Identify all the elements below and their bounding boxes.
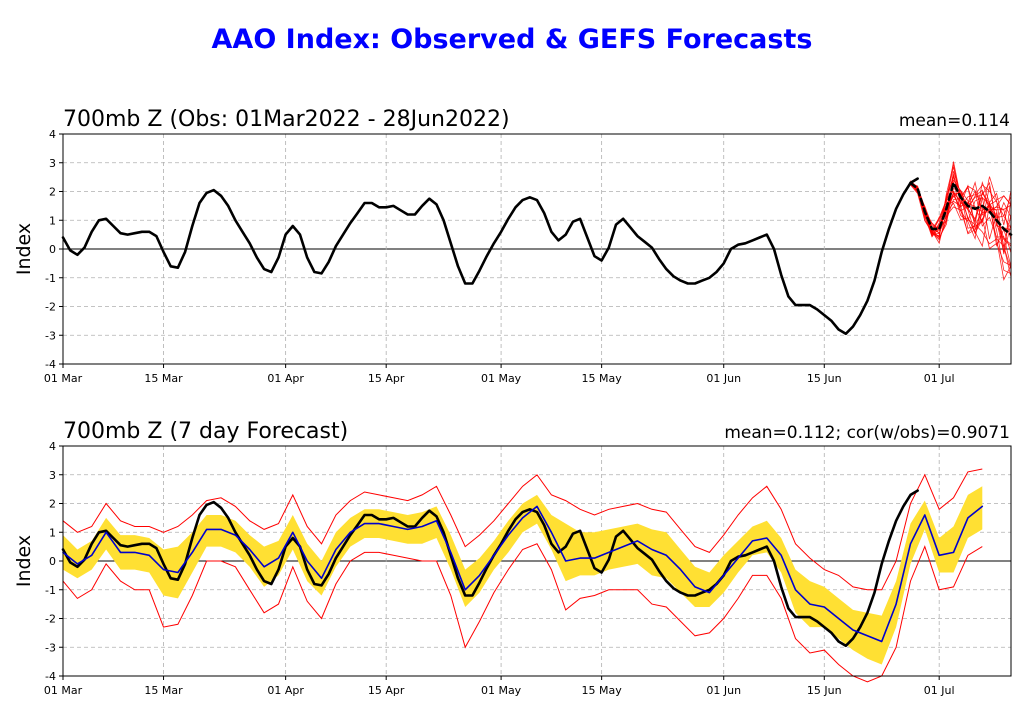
ensemble-spread-band	[63, 486, 983, 665]
plot-frame-observed	[62, 133, 1012, 365]
y-tick-label: 4	[49, 128, 56, 141]
ensemble-max-line	[62, 468, 983, 591]
y-tick-label: 0	[49, 243, 56, 256]
x-tick-label: 01 Apr	[267, 684, 304, 697]
range-lines-forecast	[62, 468, 983, 683]
observed-panel: 700mb Z (Obs: 01Mar2022 - 28Jun2022) mea…	[13, 107, 1013, 385]
series-lines-observed	[61, 177, 1013, 336]
x-tick-label: 01 Jun	[706, 684, 741, 697]
x-tick-label: 01 May	[481, 372, 522, 385]
panel-title-forecast: 700mb Z (7 day Forecast)	[63, 419, 348, 444]
y-tick-label: 1	[49, 214, 56, 227]
panel-mean-forecast: mean=0.112; cor(w/obs)=0.9071	[724, 423, 1010, 443]
y-tick-label: -2	[45, 301, 56, 314]
forecast-panel: 700mb Z (7 day Forecast) mean=0.112; cor…	[13, 419, 1012, 697]
y-tick-label: 3	[49, 469, 56, 482]
x-tick-label: 15 Apr	[368, 372, 405, 385]
y-tick-label: -3	[45, 329, 56, 342]
panel-title-observed: 700mb Z (Obs: 01Mar2022 - 28Jun2022)	[63, 107, 510, 132]
plot-frame-forecast	[62, 445, 1012, 677]
x-tick-label: 01 Mar	[44, 372, 83, 385]
tick-labels-observed: -4 -3 -2 -1 0 1 2 3 4 01 Mar 15 Mar 01 Apr 15 Apr 01 …	[44, 128, 955, 385]
ensemble-mean-dashed-line	[909, 181, 1013, 236]
x-tick-label: 15 Mar	[144, 372, 183, 385]
y-tick-label: 2	[49, 186, 56, 199]
y-tick-label: 4	[49, 440, 56, 453]
x-tick-label: 15 Apr	[368, 684, 405, 697]
x-tick-label: 01 Apr	[267, 372, 304, 385]
observed-line-forecast	[61, 489, 919, 648]
y-tick-label: -1	[45, 272, 56, 285]
y-tick-label: 0	[49, 555, 56, 568]
series-lines-forecast	[61, 489, 984, 648]
y-tick-label: 1	[49, 526, 56, 539]
y-tick-label: -1	[45, 584, 56, 597]
ensemble-member-line	[910, 181, 1012, 238]
panel-mean-observed: mean=0.114	[899, 111, 1010, 131]
x-tick-label: 15 May	[582, 684, 623, 697]
x-tick-label: 15 Jun	[807, 372, 842, 385]
x-tick-label: 01 Jul	[924, 684, 955, 697]
y-tick-label: 3	[49, 157, 56, 170]
x-tick-label: 01 Jul	[924, 372, 955, 385]
x-tick-label: 01 May	[481, 684, 522, 697]
y-tick-label: -3	[45, 641, 56, 654]
forecast-mean-line	[62, 505, 984, 643]
y-axis-label-forecast: Index	[13, 535, 35, 587]
observed-line-observed	[61, 177, 919, 336]
tick-labels-forecast: -4 -3 -2 -1 0 1 2 3 4 01 Mar 15 Mar 01 Apr 15 Apr 01 …	[44, 440, 955, 697]
y-tick-label: -2	[45, 613, 56, 626]
y-tick-label: 2	[49, 498, 56, 511]
ensemble-min-line	[62, 543, 983, 683]
x-tick-label: 01 Jun	[706, 372, 741, 385]
y-axis-label-observed: Index	[13, 223, 35, 275]
y-tick-label: -4	[45, 670, 56, 683]
x-tick-label: 15 Mar	[144, 684, 183, 697]
y-tick-label: -4	[45, 358, 56, 371]
ensemble-member-line	[910, 183, 1012, 278]
spread-band-layer-forecast	[63, 486, 983, 665]
grid-observed	[63, 133, 1011, 365]
x-tick-label: 15 Jun	[807, 684, 842, 697]
x-tick-label: 01 Mar	[44, 684, 83, 697]
chart-title: AAO Index: Observed & GEFS Forecasts	[212, 24, 813, 55]
x-tick-label: 15 May	[582, 372, 623, 385]
